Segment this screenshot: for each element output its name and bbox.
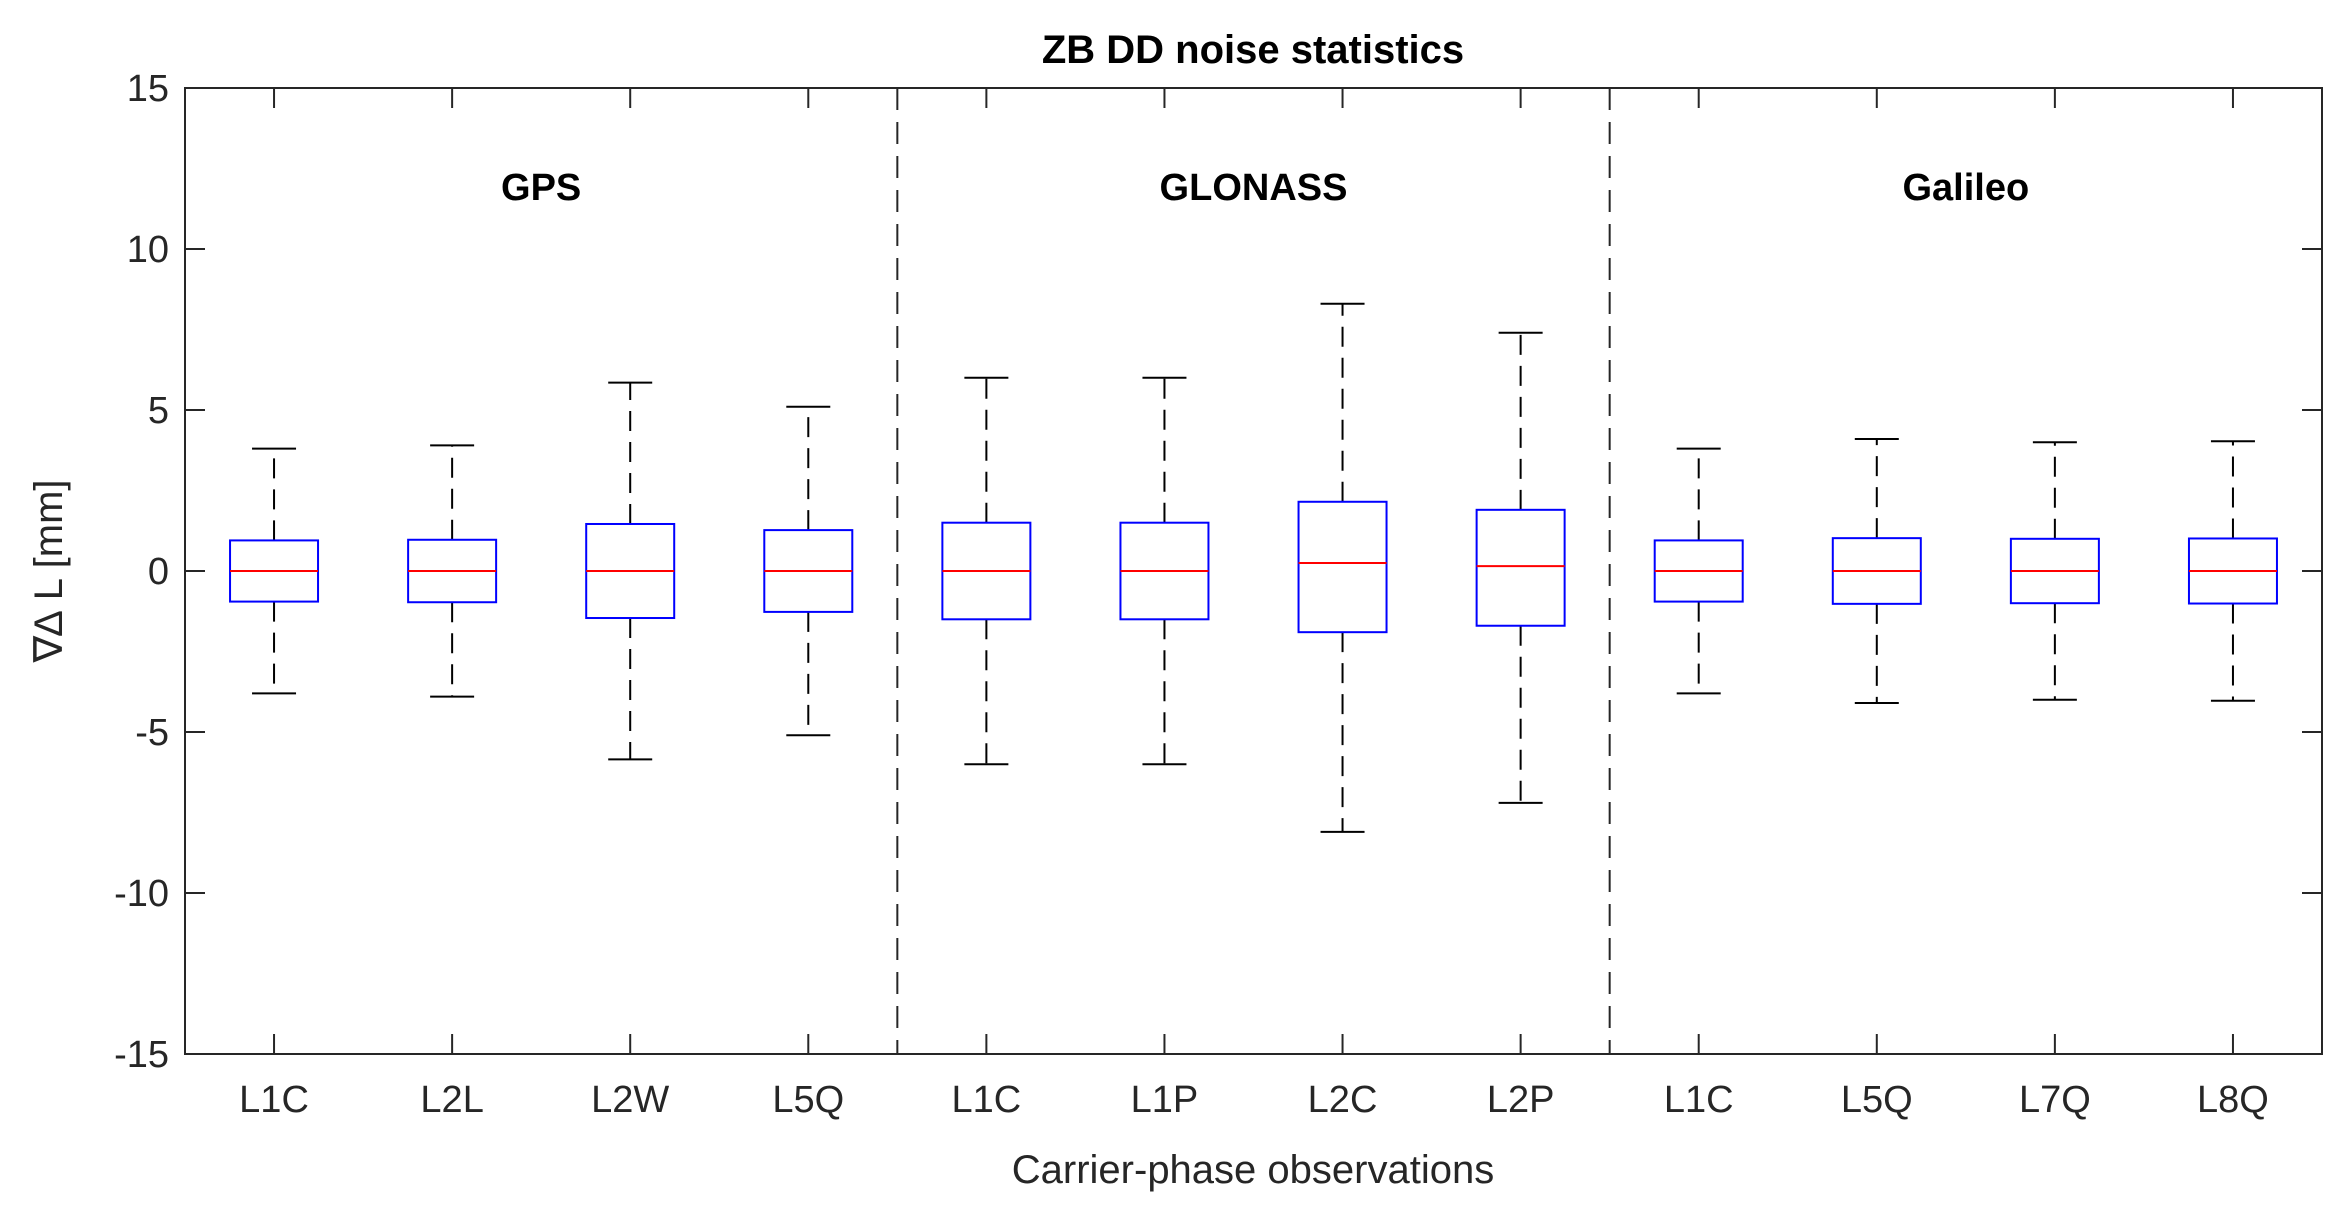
group-label: GLONASS (1160, 167, 1348, 209)
group-label: GPS (501, 167, 581, 209)
y-tick-label: -10 (114, 873, 169, 915)
group-label: Galileo (1902, 167, 2029, 209)
x-axis-ticks: L1C L2L L2W L5Q L1C L1P L2C L2P L1C L5Q L7Q L8Q (239, 88, 2269, 1121)
y-tick-label: 0 (148, 551, 169, 593)
y-tick-label: 5 (148, 390, 169, 432)
box-iqr (1475, 508, 1566, 627)
x-tick-label: L2L (420, 1079, 483, 1121)
y-axis-ticks: -15 -10 -5 0 5 10 15 (114, 68, 2322, 1076)
x-axis-label: Carrier-phase observations (1012, 1148, 1494, 1192)
x-tick-label: L5Q (1841, 1079, 1913, 1121)
y-tick-label: -5 (135, 712, 169, 754)
y-axis-label: ∇∆ L [mm] (27, 479, 71, 663)
x-tick-label: L7Q (2019, 1079, 2091, 1121)
x-tick-label: L2P (1487, 1079, 1555, 1121)
x-tick-label: L1C (239, 1079, 309, 1121)
plot-area-frame (184, 87, 2323, 1055)
box-plot-item (2187, 440, 2278, 702)
box-plot-item (1831, 437, 1922, 705)
box-iqr (1297, 500, 1388, 634)
box-series (229, 302, 2278, 833)
group-separators (896, 88, 1611, 1054)
y-tick-label: 15 (127, 68, 169, 110)
x-tick-label: L1C (1664, 1079, 1734, 1121)
group-labels: GPS GLONASS Galileo (501, 167, 2029, 209)
box-plot-item (585, 381, 676, 761)
x-tick-label: L1P (1131, 1079, 1199, 1121)
y-tick-label: 10 (127, 229, 169, 271)
chart-title: ZB DD noise statistics (1042, 28, 1464, 72)
box-plot-item (941, 376, 1032, 766)
x-tick-label: L2W (591, 1079, 669, 1121)
box-plot-item (407, 444, 498, 698)
box-plot-item (1119, 376, 1210, 766)
x-tick-label: L8Q (2197, 1079, 2269, 1121)
box-plot-item (763, 405, 854, 737)
x-tick-label: L5Q (772, 1079, 844, 1121)
box-plot-item (1475, 331, 1566, 804)
x-tick-label: L1C (952, 1079, 1022, 1121)
y-tick-label: -15 (114, 1034, 169, 1076)
box-plot-item (2009, 441, 2100, 701)
box-plot-item (229, 447, 320, 695)
box-plot-item (1653, 447, 1744, 695)
box-plot-item (1297, 302, 1388, 833)
x-tick-label: L2C (1308, 1079, 1378, 1121)
